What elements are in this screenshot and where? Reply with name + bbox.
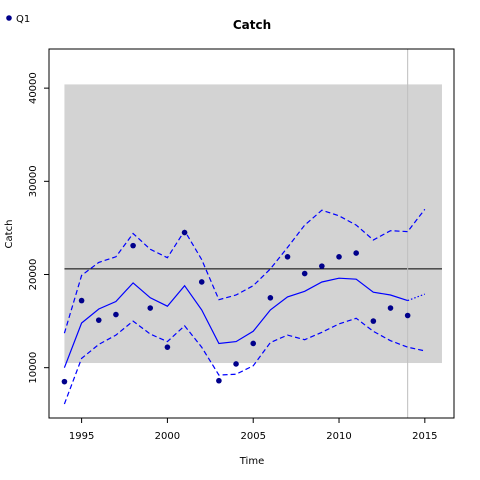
data-point [61,378,68,385]
series-layer [63,208,426,405]
y-axis: 10000 20000 30000 40000 [28,72,49,384]
x-tick-label: 2005 [240,431,265,442]
data-point [267,294,274,301]
data-point [164,344,171,350]
data-point [319,263,325,269]
x-tick-label: 2015 [412,431,437,442]
data-point [353,250,359,256]
data-point [301,270,308,277]
legend-label: Q1 [16,14,30,25]
series-line-dashed [63,317,425,405]
x-tick-label: 2010 [326,431,351,442]
y-tick-label: 30000 [28,165,39,197]
data-point [95,317,102,323]
y-tick-label: 20000 [28,259,39,291]
y-tick-label: 10000 [28,352,39,384]
chart-title: Catch [233,18,271,32]
data-point [147,305,154,311]
reference-layer [64,49,442,418]
data-point [387,305,394,311]
x-axis: 1995 2000 2005 2010 2015 [69,418,438,442]
legend-marker [6,15,12,21]
data-point [233,361,239,367]
series-line-dotted [407,293,426,302]
data-point [198,279,205,285]
series-line-dashed [63,208,426,334]
data-point [404,312,411,319]
plot-frame [48,48,455,419]
data-point [130,242,136,249]
data-point [181,229,188,236]
data-point [113,311,119,318]
data-point [216,377,222,384]
band-layer [64,84,442,364]
points-layer [61,229,411,385]
y-axis-title: Catch [4,220,15,249]
series-line-solid [63,277,408,368]
data-point [250,340,257,347]
x-tick-label: 1995 [69,431,94,442]
data-point [284,253,291,260]
data-point [336,253,342,260]
x-axis-title: Time [239,456,264,467]
data-point [370,318,377,324]
data-point [78,297,85,304]
legend: Q1 [6,14,30,25]
x-tick-label: 2000 [155,431,180,442]
confidence-band [64,84,442,364]
y-tick-label: 40000 [28,72,39,104]
